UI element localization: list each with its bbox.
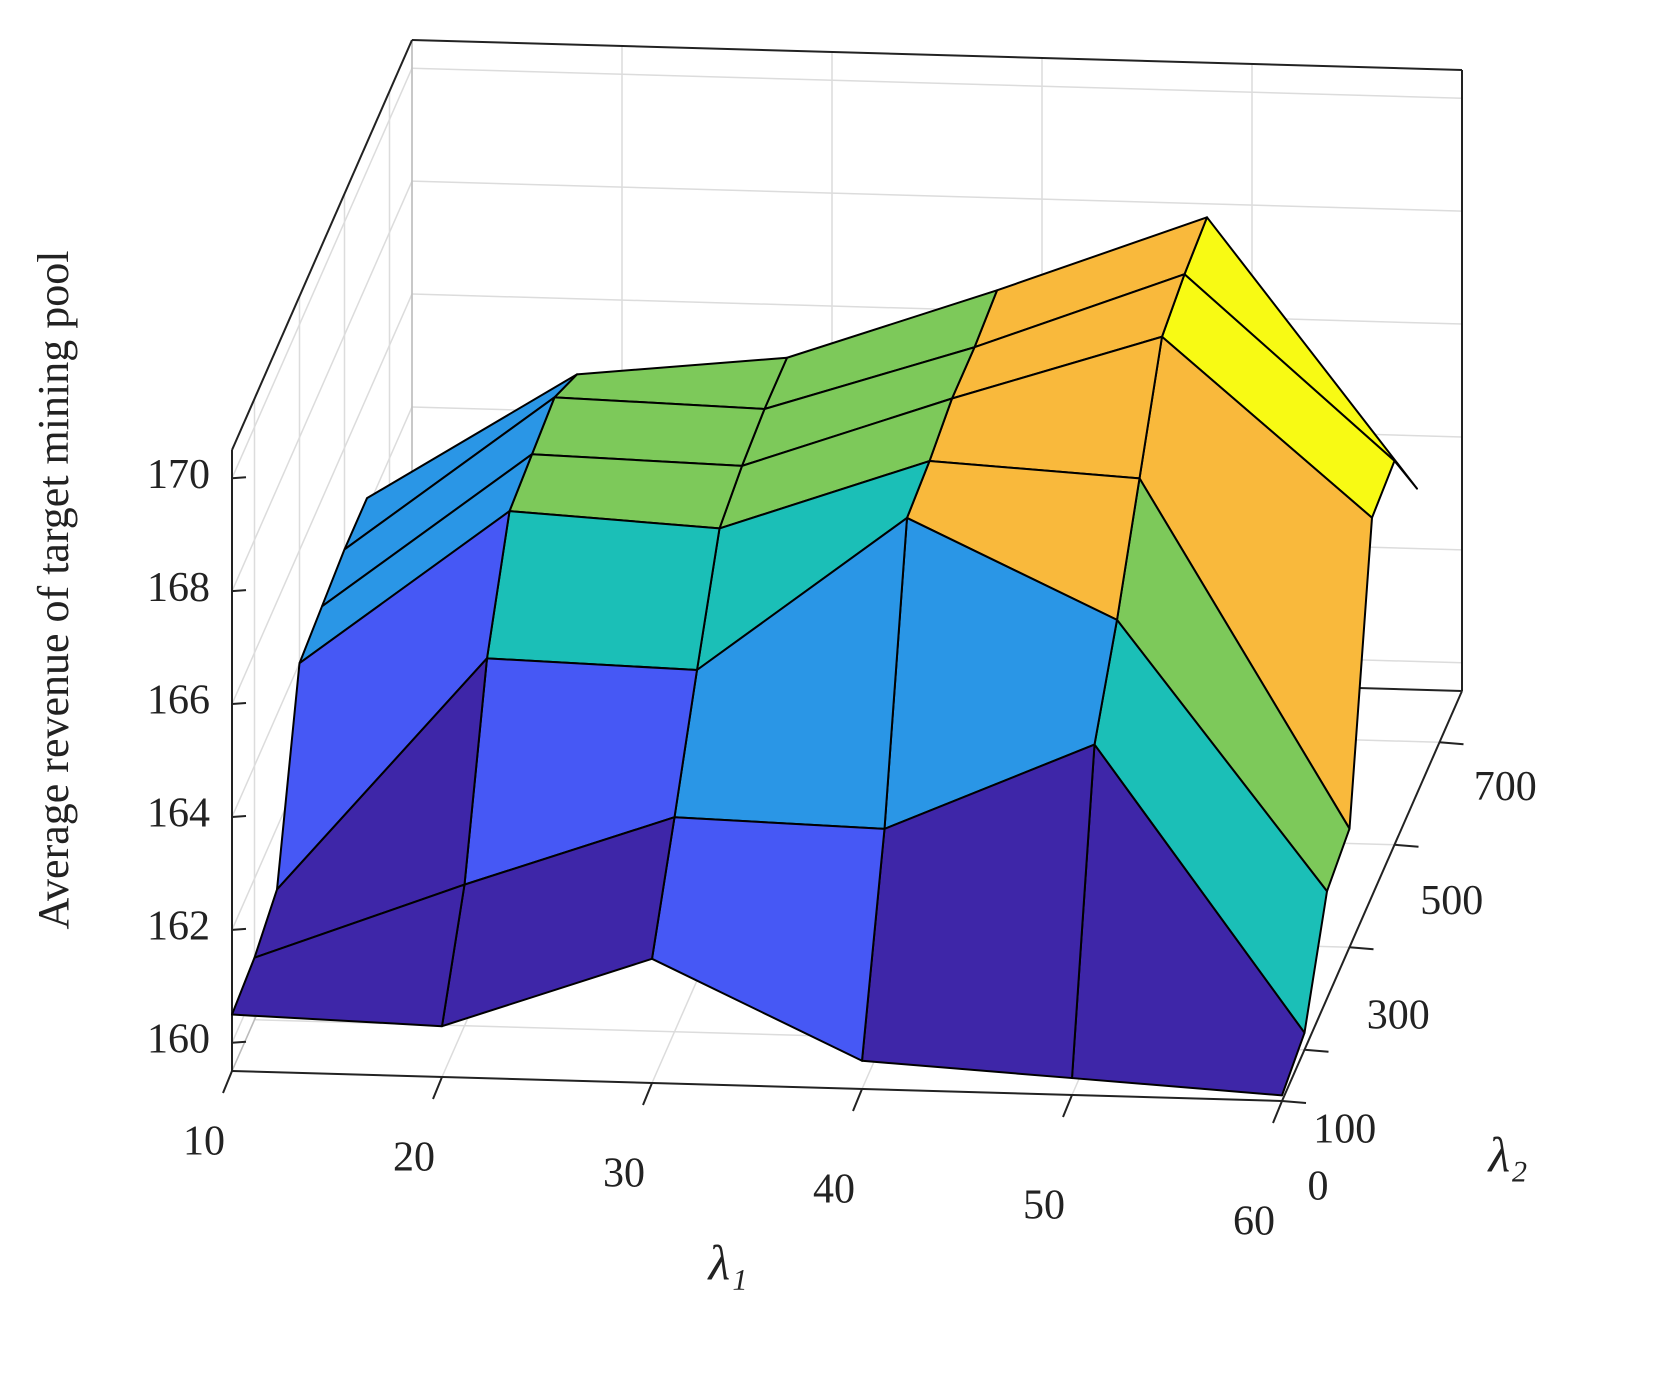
z-tick [231, 814, 247, 818]
z-axis-label: Average revenue of target mining pool [29, 251, 78, 930]
x-tick [852, 1088, 863, 1112]
y-tick [1394, 843, 1419, 848]
grid-line [231, 67, 413, 479]
surface-face [651, 816, 886, 1062]
z-tick [231, 702, 247, 706]
y-tick-label: 500 [1420, 878, 1483, 924]
z-tick [231, 1040, 247, 1044]
y-axis-line [1281, 690, 1463, 1102]
z-tick-label: 168 [147, 565, 210, 611]
y-tick [1439, 741, 1464, 746]
x-tick-label: 10 [183, 1119, 225, 1165]
y-tick-label: 0 [1308, 1164, 1329, 1210]
surface-face [231, 883, 466, 1028]
x-tick-label: 20 [393, 1135, 435, 1181]
x-tick [642, 1082, 653, 1106]
box-edge [231, 39, 413, 451]
grid-line [411, 180, 1463, 212]
surface [231, 216, 1418, 1097]
y-tick-label: 100 [1313, 1107, 1376, 1153]
z-tick [231, 589, 247, 593]
grid-line [231, 293, 413, 705]
z-tick [231, 476, 247, 480]
x-axis-line [231, 1070, 1283, 1102]
z-tick-label: 160 [147, 1016, 210, 1062]
x-tick-label: 40 [813, 1167, 855, 1213]
grid-line [231, 180, 413, 592]
z-tick-label: 170 [147, 452, 210, 498]
x-tick [1272, 1100, 1283, 1124]
box-edge [411, 39, 1463, 71]
x-tick [432, 1076, 443, 1100]
grid-line [411, 67, 1463, 99]
y-tick-label: 300 [1367, 992, 1430, 1038]
x-tick [222, 1070, 233, 1094]
y-tick [1349, 946, 1374, 951]
y-tick-label: 700 [1474, 764, 1537, 810]
z-tick-label: 166 [147, 678, 210, 724]
y-tick [1281, 1100, 1307, 1104]
x-axis-label: λ₁ [706, 1234, 747, 1290]
x-tick [1062, 1094, 1073, 1118]
left-wall [232, 40, 412, 1071]
z-tick-label: 164 [147, 791, 210, 837]
x-tick-label: 50 [1023, 1183, 1065, 1229]
x-tick-label: 60 [1233, 1199, 1275, 1245]
z-tick-label: 162 [147, 904, 210, 950]
y-axis-label: λ₂ [1486, 1126, 1527, 1182]
surface-face [486, 510, 721, 671]
z-tick [231, 927, 247, 931]
x-tick-label: 30 [603, 1151, 645, 1197]
y-tick [1304, 1048, 1329, 1053]
